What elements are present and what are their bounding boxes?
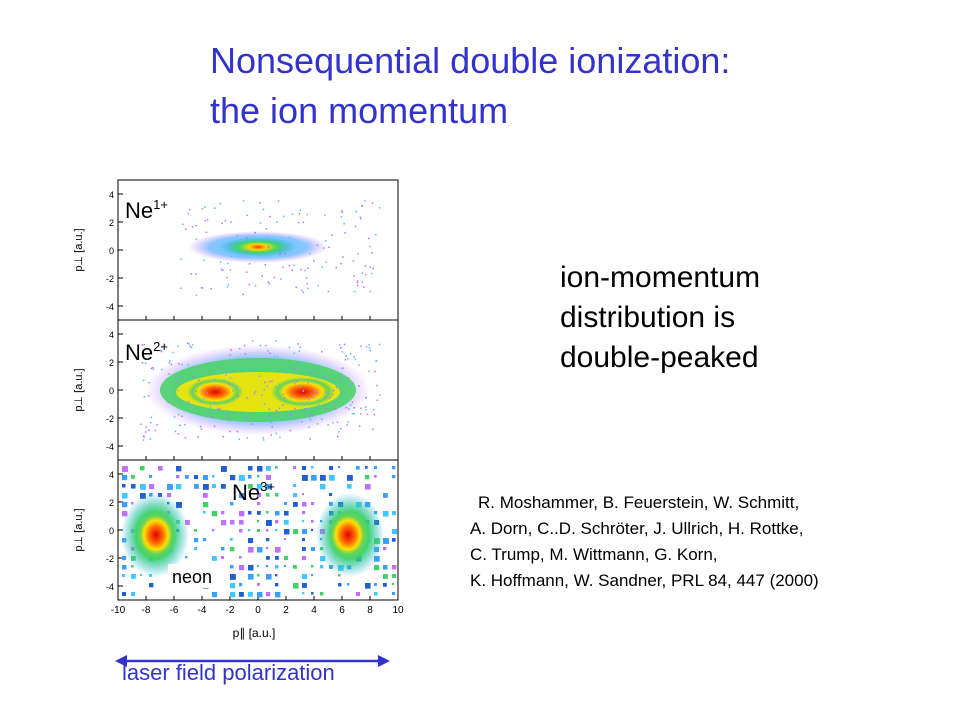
claim-text: ion-momentum distribution is double-peak… (560, 258, 900, 378)
x-tick-label: -4 (198, 605, 207, 616)
x-tick-label: -6 (170, 605, 179, 616)
y-axis-label: p⊥ [a.u.] (73, 368, 85, 411)
neon-label: neon (172, 567, 212, 587)
y-tick-label: 4 (109, 330, 114, 340)
slide-title: Nonsequential double ionization: the ion… (210, 36, 910, 136)
y-tick-label: 4 (109, 470, 114, 480)
panel-ne3-distribution (121, 493, 384, 577)
reference-line-1: R. Moshammer, B. Feuerstein, W. Schmitt, (478, 493, 800, 512)
x-tick-label: -2 (226, 605, 235, 616)
panel-label-ne3: Ne3+ (232, 479, 275, 505)
y-tick-label: 0 (109, 526, 114, 536)
x-tick-label: 4 (311, 605, 317, 616)
y-tick-label: 0 (109, 246, 114, 256)
ion-momentum-figure: 4 2 0 -2 -4 4 2 0 -2 -4 4 2 0 -2 -4 -10 -8 -6 -4 -2 0 2 4 6 8 10 … (60, 170, 420, 650)
y-tick-label: -2 (106, 554, 114, 564)
panel-label-ne2: Ne2+ (125, 339, 168, 365)
y-tick-label: 4 (109, 190, 114, 200)
x-axis-label: p∥ [a.u.] (233, 626, 276, 640)
y-tick-label: -4 (106, 302, 114, 312)
y-axis-label: p⊥ [a.u.] (73, 228, 85, 271)
y-tick-label: -4 (106, 442, 114, 452)
y-tick-label: -4 (106, 582, 114, 592)
y-tick-label: 0 (109, 386, 114, 396)
y-axis-label: p⊥ [a.u.] (73, 508, 85, 551)
claim-line-1: ion-momentum (560, 261, 761, 294)
x-tick-label: -10 (111, 605, 126, 616)
x-tick-label: 10 (392, 605, 404, 616)
polarization-label: laser field polarization (122, 660, 335, 685)
x-tick-label: 8 (367, 605, 373, 616)
reference-line-4: K. Hoffmann, W. Sandner, PRL 84, 447 (20… (470, 571, 819, 590)
claim-line-3: double-peaked (560, 341, 759, 374)
title-line-1: Nonsequential double ionization: (210, 40, 731, 81)
y-tick-label: -2 (106, 414, 114, 424)
panel-ne1-distribution (188, 231, 328, 263)
double-arrow-icon (115, 654, 390, 668)
reference-citation: R. Moshammer, B. Feuerstein, W. Schmitt,… (470, 490, 940, 594)
x-tick-label: 0 (255, 605, 261, 616)
y-tick-label: -2 (106, 274, 114, 284)
y-tick-label: 2 (109, 498, 114, 508)
x-tick-label: 2 (283, 605, 289, 616)
y-tick-label: 2 (109, 218, 114, 228)
panel-label-ne1: Ne1+ (125, 197, 168, 223)
y-tick-label: 2 (109, 358, 114, 368)
claim-line-2: distribution is (560, 301, 736, 334)
reference-line-3: C. Trump, M. Wittmann, G. Korn, (470, 545, 718, 564)
reference-line-2: A. Dorn, C..D. Schröter, J. Ullrich, H. … (470, 519, 804, 538)
x-tick-label: 6 (339, 605, 345, 616)
panel-ne2-distribution (146, 345, 370, 435)
title-line-2: the ion momentum (210, 90, 509, 131)
x-tick-label: -8 (142, 605, 151, 616)
